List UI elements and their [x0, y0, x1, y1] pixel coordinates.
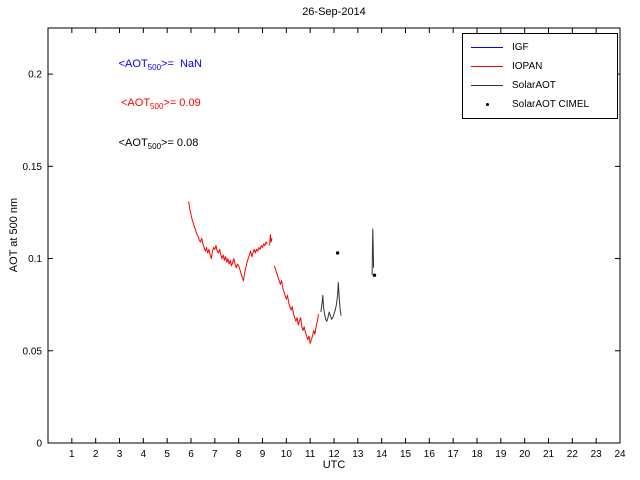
x-tick-label: 2 — [93, 449, 99, 460]
legend-item-solaraot-cimel: SolarAOT CIMEL — [463, 95, 617, 114]
legend-label-solaraot-cimel: SolarAOT CIMEL — [512, 99, 590, 110]
legend: IGF IOPAN SolarAOT SolarAOT CIMEL — [462, 33, 618, 119]
x-tick-label: 8 — [236, 449, 242, 460]
legend-marker-sample-cimel — [471, 98, 503, 112]
legend-line-sample-igf — [471, 41, 503, 55]
legend-item-solaraot: SolarAOT — [463, 76, 617, 95]
x-tick-label: 13 — [352, 449, 364, 460]
x-axis-label: UTC — [322, 459, 346, 471]
series-marker-solaraot-cimel — [335, 251, 340, 255]
y-tick-label: 0.1 — [28, 254, 42, 265]
series-line-iopan — [188, 201, 268, 282]
series-line-solaraot — [320, 282, 342, 322]
annotation-subscript: 500 — [147, 142, 162, 152]
y-axis-label: AOT at 500 nm — [8, 197, 20, 273]
x-tick-label: 19 — [495, 449, 507, 460]
legend-item-igf: IGF — [463, 38, 617, 57]
chart-title: 26-Sep-2014 — [302, 6, 366, 18]
annotation-text: >= NaN — [161, 57, 202, 70]
line-swatch-icon — [471, 47, 503, 48]
x-tick-label: 11 — [305, 449, 316, 460]
annotation-subscript: 500 — [147, 62, 162, 72]
x-tick-label: 9 — [260, 449, 266, 460]
y-tick-label: 0.15 — [23, 162, 43, 173]
line-swatch-icon — [471, 66, 503, 67]
x-tick-label: 14 — [376, 449, 388, 460]
legend-label-solaraot: SolarAOT — [512, 80, 556, 91]
x-tick-label: 21 — [543, 449, 555, 460]
series-line-iopan — [269, 234, 273, 246]
x-tick-label: 17 — [448, 449, 460, 460]
series-line-iopan — [273, 265, 319, 344]
legend-line-sample-solaraot — [471, 79, 503, 93]
legend-line-sample-iopan — [471, 60, 503, 74]
x-tick-label: 22 — [567, 449, 579, 460]
x-tick-label: 20 — [519, 449, 531, 460]
y-tick-label: 0.2 — [28, 70, 42, 81]
annotation-mean-igf: <AOT500>= NaN — [106, 46, 202, 84]
x-tick-label: 12 — [328, 449, 340, 460]
x-tick-label: 3 — [117, 449, 123, 460]
annotation-text: >= 0.09 — [163, 96, 201, 109]
series-marker-solaraot-cimel — [372, 273, 377, 277]
y-tick-label: 0 — [36, 439, 42, 450]
annotation-text: <AOT — [118, 137, 148, 150]
y-tick-label: 0.05 — [23, 346, 43, 357]
x-tick-label: 10 — [281, 449, 293, 460]
annotation-mean-iopan: <AOT500>= 0.09 — [109, 85, 201, 123]
x-tick-label: 16 — [424, 449, 436, 460]
x-tick-label: 15 — [400, 449, 412, 460]
x-tick-label: 7 — [212, 449, 218, 460]
x-tick-label: 4 — [141, 449, 147, 460]
dot-marker-icon — [485, 103, 489, 106]
x-tick-label: 6 — [188, 449, 194, 460]
legend-item-iopan: IOPAN — [463, 57, 617, 76]
line-swatch-icon — [471, 85, 503, 86]
x-tick-label: 24 — [614, 449, 626, 460]
annotation-text: >= 0.08 — [161, 137, 199, 150]
annotation-mean-solaraot: <AOT500>= 0.08 — [106, 125, 199, 163]
annotation-text: <AOT — [118, 57, 148, 70]
x-tick-label: 23 — [591, 449, 603, 460]
annotation-subscript: 500 — [150, 101, 164, 111]
x-tick-label: 5 — [164, 449, 170, 460]
x-tick-label: 1 — [69, 449, 75, 460]
series-line-solaraot — [371, 228, 375, 276]
annotation-text: <AOT — [121, 96, 151, 109]
legend-label-iopan: IOPAN — [512, 61, 543, 72]
legend-label-igf: IGF — [512, 42, 529, 53]
x-tick-label: 18 — [471, 449, 483, 460]
